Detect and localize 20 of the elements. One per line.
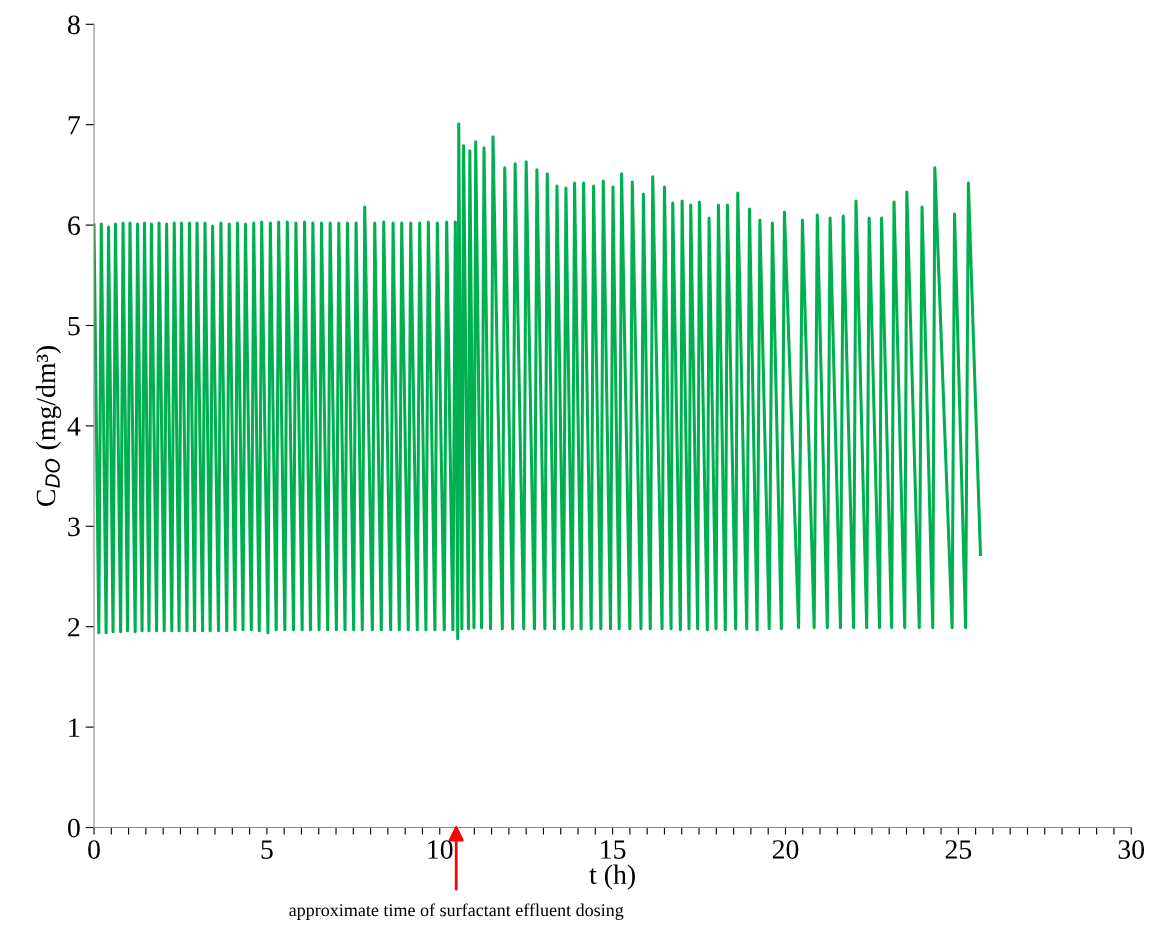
- x-tick-label: 25: [945, 840, 972, 859]
- x-tick-label: 20: [772, 840, 799, 859]
- y-tick-label: 6: [68, 216, 80, 236]
- y-tick-label: 3: [68, 517, 80, 537]
- x-tick-label: 15: [601, 840, 626, 859]
- x-tick-label: 30: [1118, 840, 1145, 859]
- y-tick-label: 7: [68, 116, 81, 135]
- x-tick-label: 0: [88, 840, 100, 859]
- x-tick-label: 10: [428, 840, 453, 859]
- y-tick-label: 2: [68, 617, 80, 637]
- y-tick-label: 1: [69, 718, 80, 737]
- text: approximate time of surfactant effluent dosing: [289, 903, 624, 920]
- x-tick-label: 5: [261, 840, 273, 859]
- x-axis-title: t (h): [589, 864, 635, 890]
- y-tick-label: 8: [67, 15, 80, 35]
- y-tick-label: 5: [68, 316, 80, 336]
- y-tick-label: 4: [67, 417, 81, 436]
- y-axis-title: C$_{DO}$ (mg/dm³): [35, 346, 62, 507]
- y-tick-label: 0: [67, 818, 80, 838]
- line-series: [94, 122, 982, 641]
